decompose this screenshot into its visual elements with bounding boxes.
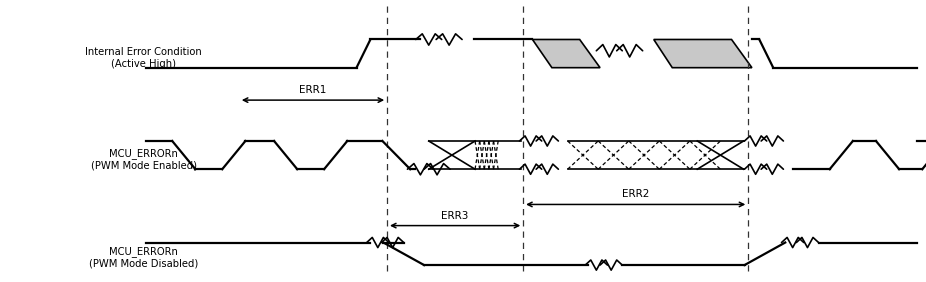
Text: MCU_ERRORn
(PWM Mode Enabled): MCU_ERRORn (PWM Mode Enabled) bbox=[91, 148, 196, 171]
Polygon shape bbox=[654, 39, 752, 68]
Polygon shape bbox=[532, 39, 600, 68]
Text: ERR1: ERR1 bbox=[299, 85, 327, 95]
Text: MCU_ERRORn
(PWM Mode Disabled): MCU_ERRORn (PWM Mode Disabled) bbox=[89, 246, 198, 268]
Text: Internal Error Condition
(Active High): Internal Error Condition (Active High) bbox=[85, 47, 202, 69]
Text: ERR3: ERR3 bbox=[442, 211, 469, 221]
Text: ERR2: ERR2 bbox=[622, 190, 649, 199]
